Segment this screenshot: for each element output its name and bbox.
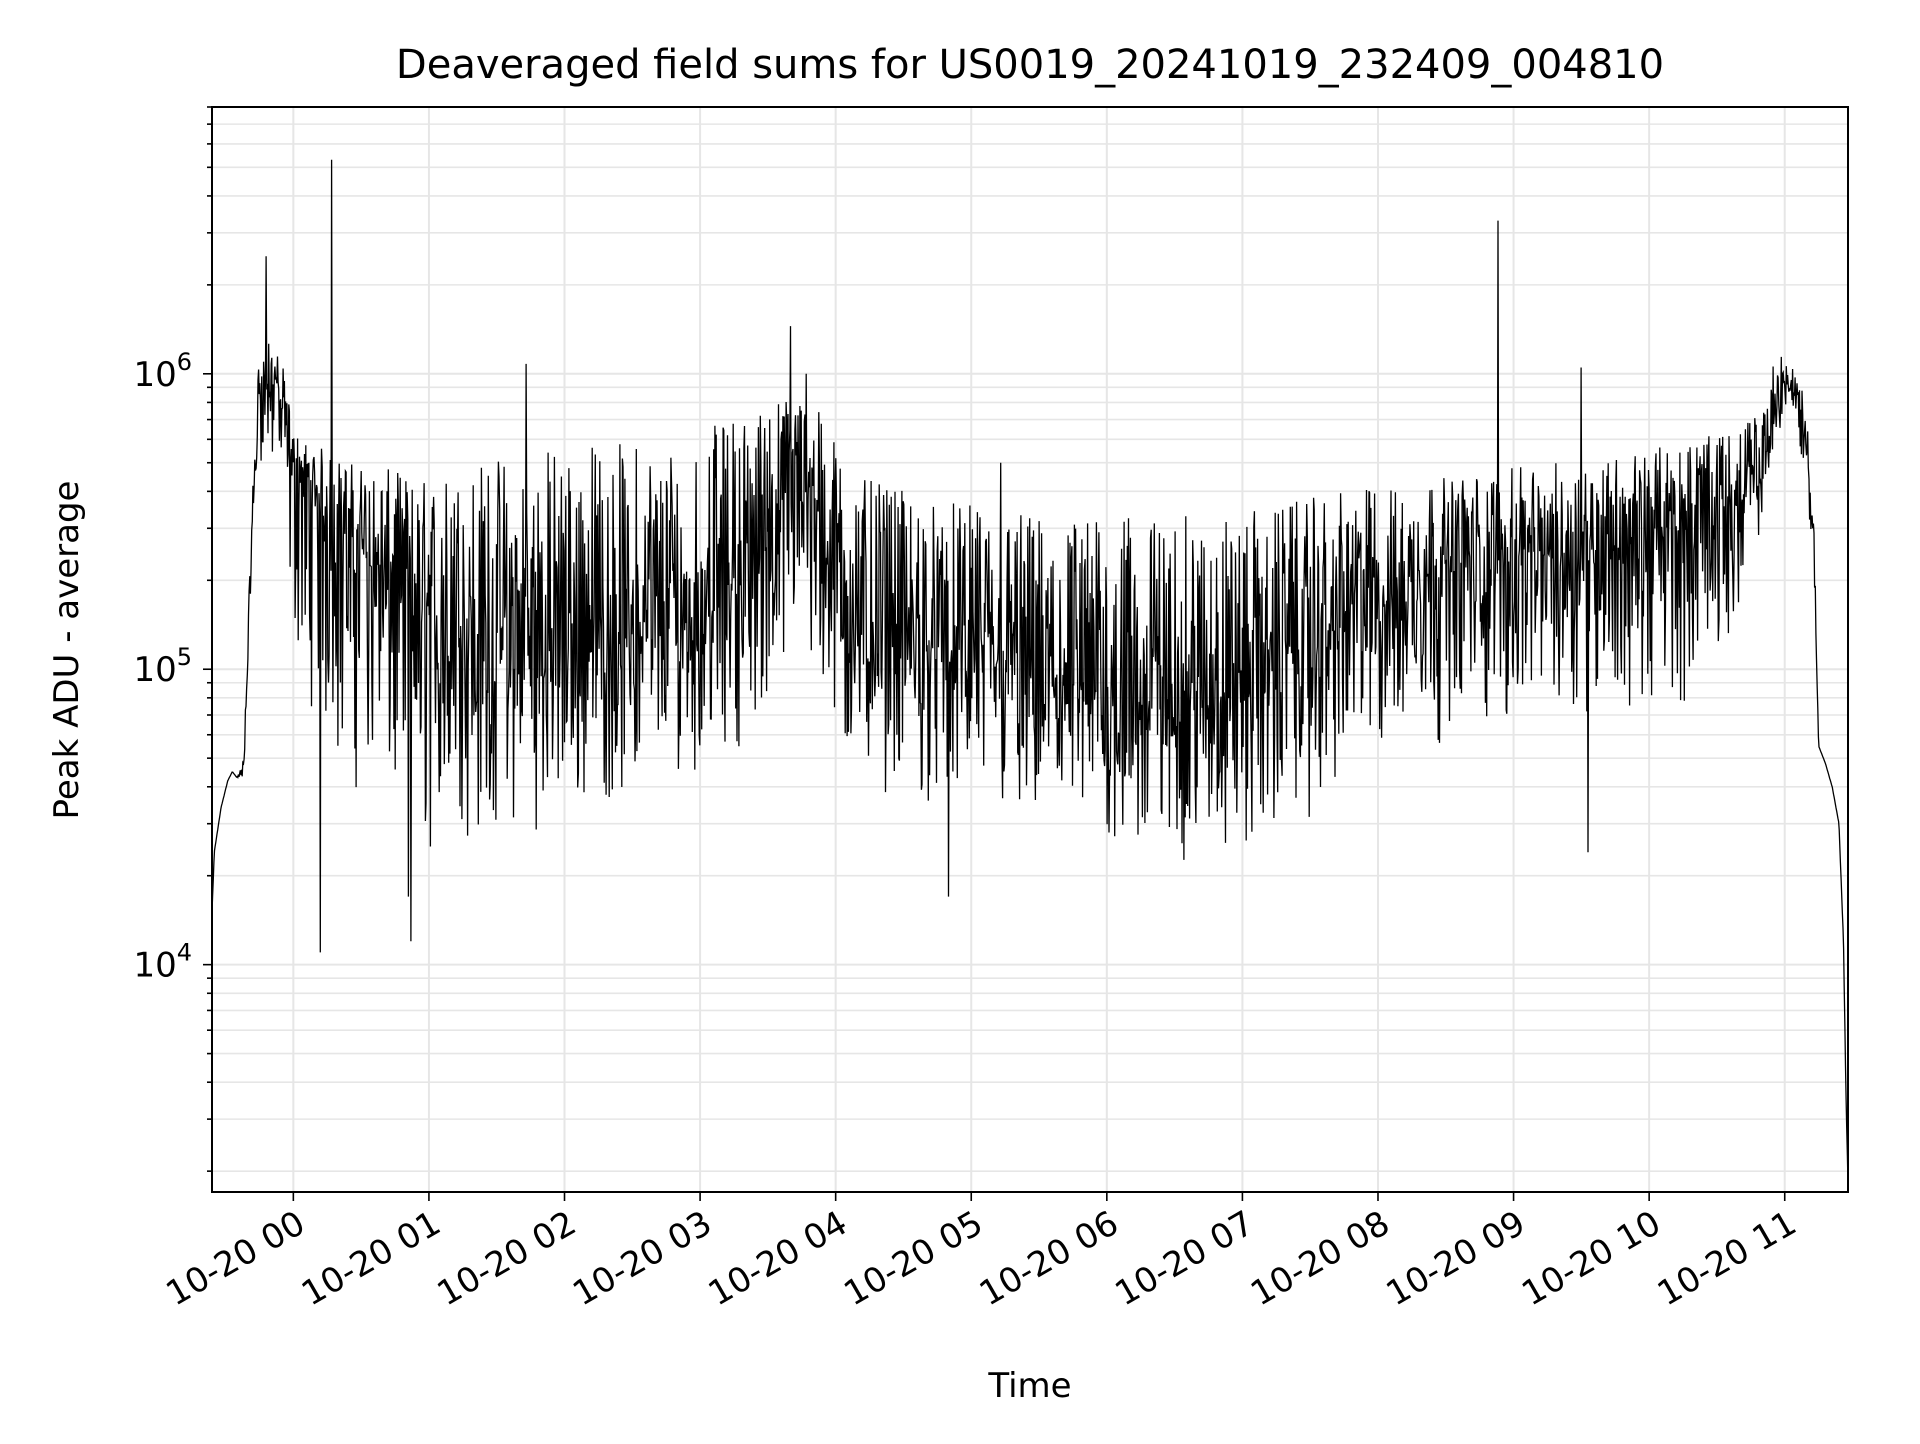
plot-frame <box>211 106 1849 1193</box>
series-line <box>211 159 1849 1185</box>
data-layer <box>211 159 1849 1185</box>
x-axis-label: Time <box>987 1366 1071 1406</box>
y-axis-label: Peak ADU - average <box>47 481 87 820</box>
y-tick-label: 104 <box>133 939 192 986</box>
y-tick-label: 105 <box>133 643 192 690</box>
chart-title: Deaveraged field sums for US0019_2024101… <box>396 42 1664 88</box>
y-tick-label: 106 <box>133 348 192 395</box>
